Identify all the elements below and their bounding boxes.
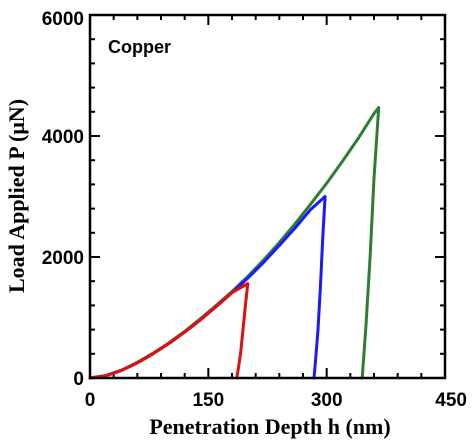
y-tick-label: 4000 <box>42 127 84 148</box>
chart-annotation: Copper <box>108 37 171 57</box>
series-line-2 <box>88 195 327 380</box>
x-axis-title: Penetration Depth h (nm) <box>149 414 390 439</box>
x-tick-label: 450 <box>435 390 467 411</box>
x-tick-label: 300 <box>311 390 343 411</box>
x-tick-label: 150 <box>192 390 224 411</box>
y-tick-label: 6000 <box>42 9 84 30</box>
y-tick-label: 0 <box>73 369 84 390</box>
x-tick-labels: 0 150 300 450 <box>85 390 467 411</box>
y-tick-label: 2000 <box>42 248 84 269</box>
y-axis-title: Load Applied P (μN) <box>4 99 29 293</box>
plot-frame <box>88 13 447 380</box>
series-line-1 <box>88 106 381 380</box>
x-tick-label: 0 <box>85 390 96 411</box>
series-layer <box>88 106 381 380</box>
y-tick-labels: 0 2000 4000 6000 <box>42 9 84 390</box>
series-line-3 <box>88 282 250 380</box>
major-ticks <box>89 14 446 379</box>
minor-ticks <box>90 15 445 378</box>
